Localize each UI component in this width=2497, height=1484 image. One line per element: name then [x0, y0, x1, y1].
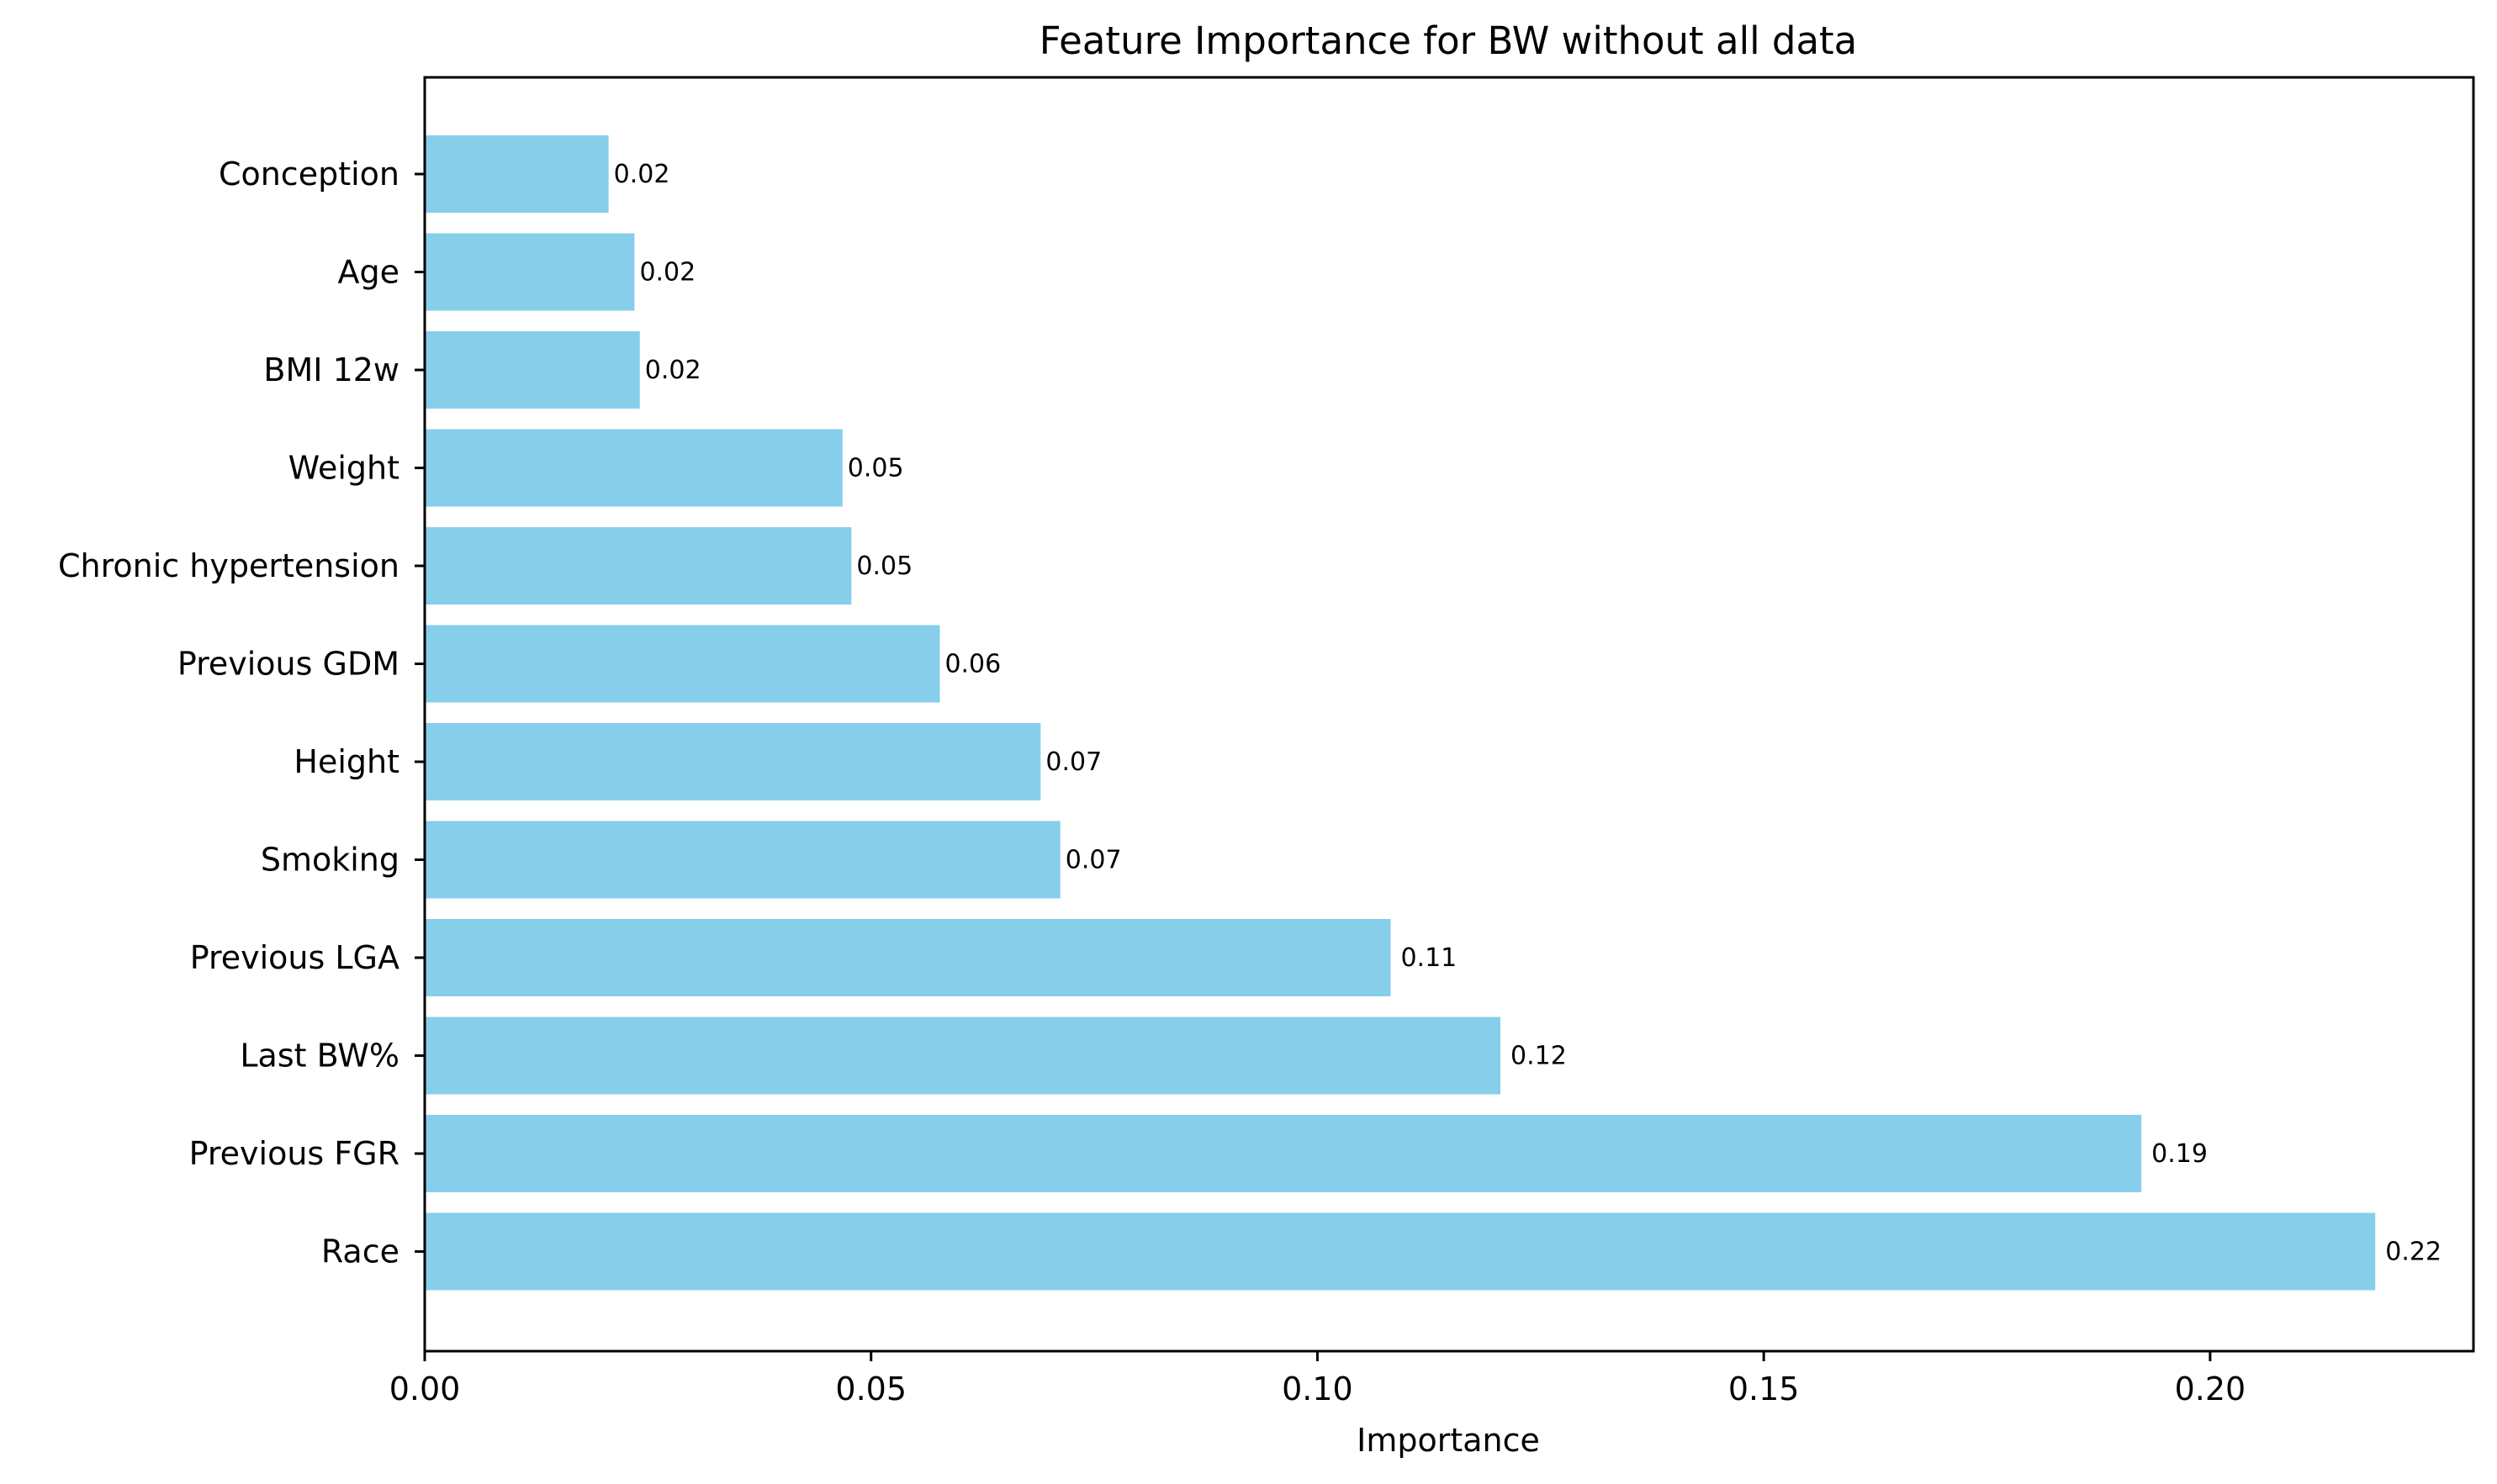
bar-conception [425, 135, 609, 213]
bar-value-label: 0.22 [2385, 1238, 2441, 1267]
y-tick-label: Previous LGA [190, 939, 399, 976]
bar-value-label: 0.02 [639, 258, 696, 288]
bar-value-label: 0.06 [944, 650, 1001, 679]
x-tick-label: 0.05 [835, 1370, 907, 1407]
x-tick-label: 0.00 [389, 1370, 461, 1407]
x-tick-label: 0.20 [2175, 1370, 2246, 1407]
y-axis: Conception Age BMI 12w Weight Chronic hypert… [58, 156, 425, 1270]
bar-bmi-12w [425, 331, 640, 409]
y-tick-label: Smoking [261, 842, 399, 879]
y-tick-label: BMI 12w [263, 351, 399, 388]
y-tick-label: Height [294, 743, 399, 780]
y-tick-label: Previous FGR [189, 1135, 399, 1172]
bar-smoking [425, 821, 1061, 899]
bar-age [425, 233, 635, 311]
bars-group [425, 135, 2376, 1291]
y-tick-label: Conception [219, 156, 399, 193]
x-tick-label: 0.15 [1728, 1370, 1800, 1407]
y-tick-label: Weight [288, 450, 399, 487]
plot-frame [423, 76, 2475, 1353]
bar-previous-gdm [425, 625, 940, 703]
bar-value-label: 0.02 [614, 160, 670, 189]
chart-title: Feature Importance for BW without all da… [1040, 18, 1858, 63]
bar-value-label: 0.11 [1400, 943, 1457, 973]
bar-value-label: 0.12 [1510, 1042, 1567, 1071]
x-axis: 0.00 0.05 0.10 0.15 0.20 [389, 1351, 2246, 1407]
bar-value-label: 0.05 [856, 552, 913, 581]
bar-previous-lga [425, 919, 1391, 996]
bar-previous-fgr [425, 1115, 2142, 1192]
y-tick-label: Last BW% [240, 1038, 399, 1075]
y-tick-label: Age [338, 254, 400, 291]
bar-value-label: 0.07 [1045, 747, 1102, 777]
bar-chronic-hypertension [425, 527, 852, 605]
bar-value-label: 0.02 [645, 356, 701, 385]
bar-last-bw- [425, 1017, 1501, 1095]
bar-value-label: 0.07 [1066, 846, 1122, 875]
y-tick-label: Race [321, 1233, 399, 1270]
bar-value-labels: 0.02 0.02 0.02 0.05 0.05 0.06 0.07 0.07 0.11 0.12… [614, 160, 2441, 1267]
y-tick-label: Chronic hypertension [58, 547, 399, 584]
y-tick-label: Previous GDM [177, 646, 399, 683]
bar-height [425, 723, 1041, 800]
bar-value-label: 0.05 [848, 454, 904, 483]
bar-weight [425, 429, 843, 507]
x-tick-label: 0.10 [1282, 1370, 1353, 1407]
bar-value-label: 0.19 [2151, 1139, 2208, 1169]
bar-race [425, 1212, 2376, 1291]
x-axis-label: Importance [1357, 1422, 1540, 1459]
